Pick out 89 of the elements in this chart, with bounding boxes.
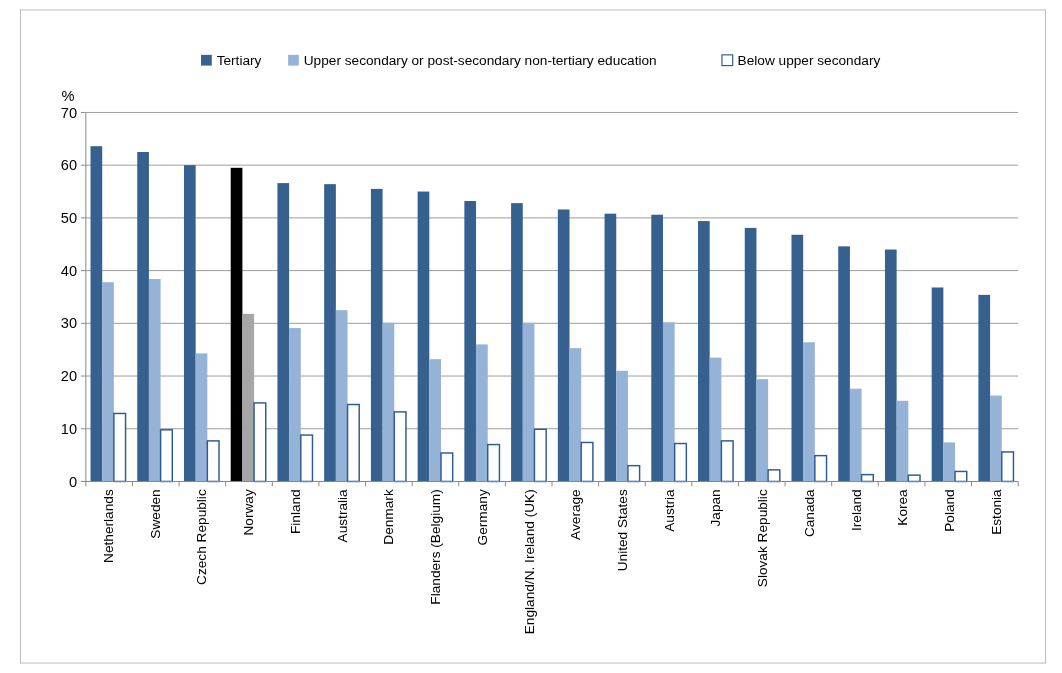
bar xyxy=(884,249,897,482)
legend-label: Below upper secondary xyxy=(737,53,881,69)
bar xyxy=(767,469,781,483)
bar xyxy=(476,344,488,482)
bar xyxy=(90,146,103,482)
y-tick-label: 70 xyxy=(60,104,78,121)
bar xyxy=(195,353,208,482)
y-tick-label: 10 xyxy=(60,420,78,437)
bar xyxy=(511,203,523,482)
x-tick-label: United States xyxy=(614,489,630,572)
bar xyxy=(978,294,991,482)
x-tick-label: Norway xyxy=(241,489,257,536)
bar xyxy=(709,357,722,482)
bar xyxy=(137,151,149,482)
y-tick-label: 50 xyxy=(60,210,78,227)
bar xyxy=(604,213,617,482)
bar xyxy=(102,282,114,482)
bar xyxy=(627,464,641,483)
bar xyxy=(464,201,477,482)
x-tick-label: Estonia xyxy=(988,488,1004,535)
bar xyxy=(289,328,301,482)
bar xyxy=(206,440,220,483)
bar xyxy=(569,348,582,482)
bar xyxy=(148,279,161,482)
bar xyxy=(230,167,243,482)
bar xyxy=(346,403,360,483)
x-tick-label: Austria xyxy=(661,488,677,532)
bar xyxy=(335,310,348,482)
x-tick-label: Average xyxy=(568,489,584,540)
bar xyxy=(720,440,734,483)
x-tick-label: Korea xyxy=(895,488,911,526)
bar xyxy=(324,184,336,482)
y-axis-title: % xyxy=(61,87,75,104)
legend-label: Tertiary xyxy=(216,53,262,69)
x-tick-label: Germany xyxy=(474,489,490,546)
bar xyxy=(1001,451,1015,483)
bar xyxy=(651,214,663,482)
x-tick-label: Canada xyxy=(801,488,817,538)
bar xyxy=(990,395,1002,482)
bar xyxy=(698,221,710,482)
bar xyxy=(673,442,688,483)
bar xyxy=(907,474,921,483)
bar xyxy=(183,165,196,482)
bar xyxy=(159,429,174,483)
bar xyxy=(300,434,314,483)
x-tick-label: Australia xyxy=(334,488,350,543)
x-tick-label: Netherlands xyxy=(100,489,116,563)
bar xyxy=(440,452,454,483)
x-tick-label: Denmark xyxy=(381,489,397,545)
bar xyxy=(393,411,407,483)
bar xyxy=(756,379,769,482)
bar xyxy=(253,402,267,483)
bar xyxy=(522,322,535,482)
y-tick-label: 20 xyxy=(60,368,78,385)
legend-label: Upper secondary or post-secondary non-tertiary education xyxy=(303,53,657,69)
bar xyxy=(662,322,675,482)
y-tick-label: 30 xyxy=(60,315,78,332)
bar xyxy=(277,183,290,482)
bar xyxy=(849,388,862,482)
x-tick-label: Flanders (Belgium) xyxy=(428,489,444,605)
x-tick-label: Finland xyxy=(287,489,303,535)
x-tick-label: Czech Republic xyxy=(194,489,210,585)
x-tick-label: Sweden xyxy=(147,489,163,539)
bar xyxy=(931,287,944,482)
y-tick-label: 40 xyxy=(60,262,78,279)
x-tick-label: Slovak Republic xyxy=(755,489,771,588)
x-tick-label: Poland xyxy=(942,489,958,532)
bar xyxy=(113,412,127,483)
bar xyxy=(382,322,395,482)
bar xyxy=(838,246,850,482)
bar xyxy=(417,191,430,482)
bar xyxy=(580,441,594,483)
x-tick-label: Ireland xyxy=(848,489,864,532)
bar xyxy=(744,227,757,482)
bar xyxy=(943,442,956,482)
x-tick-label: England/N. Ireland (UK) xyxy=(521,489,537,635)
y-tick-label: 0 xyxy=(68,473,78,490)
bar xyxy=(803,342,815,482)
bar xyxy=(429,359,441,482)
bar xyxy=(557,209,570,482)
bar xyxy=(896,400,909,482)
y-tick-label: 60 xyxy=(60,157,78,174)
x-tick-label: Japan xyxy=(708,489,724,527)
bar xyxy=(533,428,547,483)
bar xyxy=(370,188,383,482)
bar xyxy=(814,454,828,483)
bar xyxy=(616,370,628,482)
bar xyxy=(487,443,501,483)
bar xyxy=(791,234,804,482)
